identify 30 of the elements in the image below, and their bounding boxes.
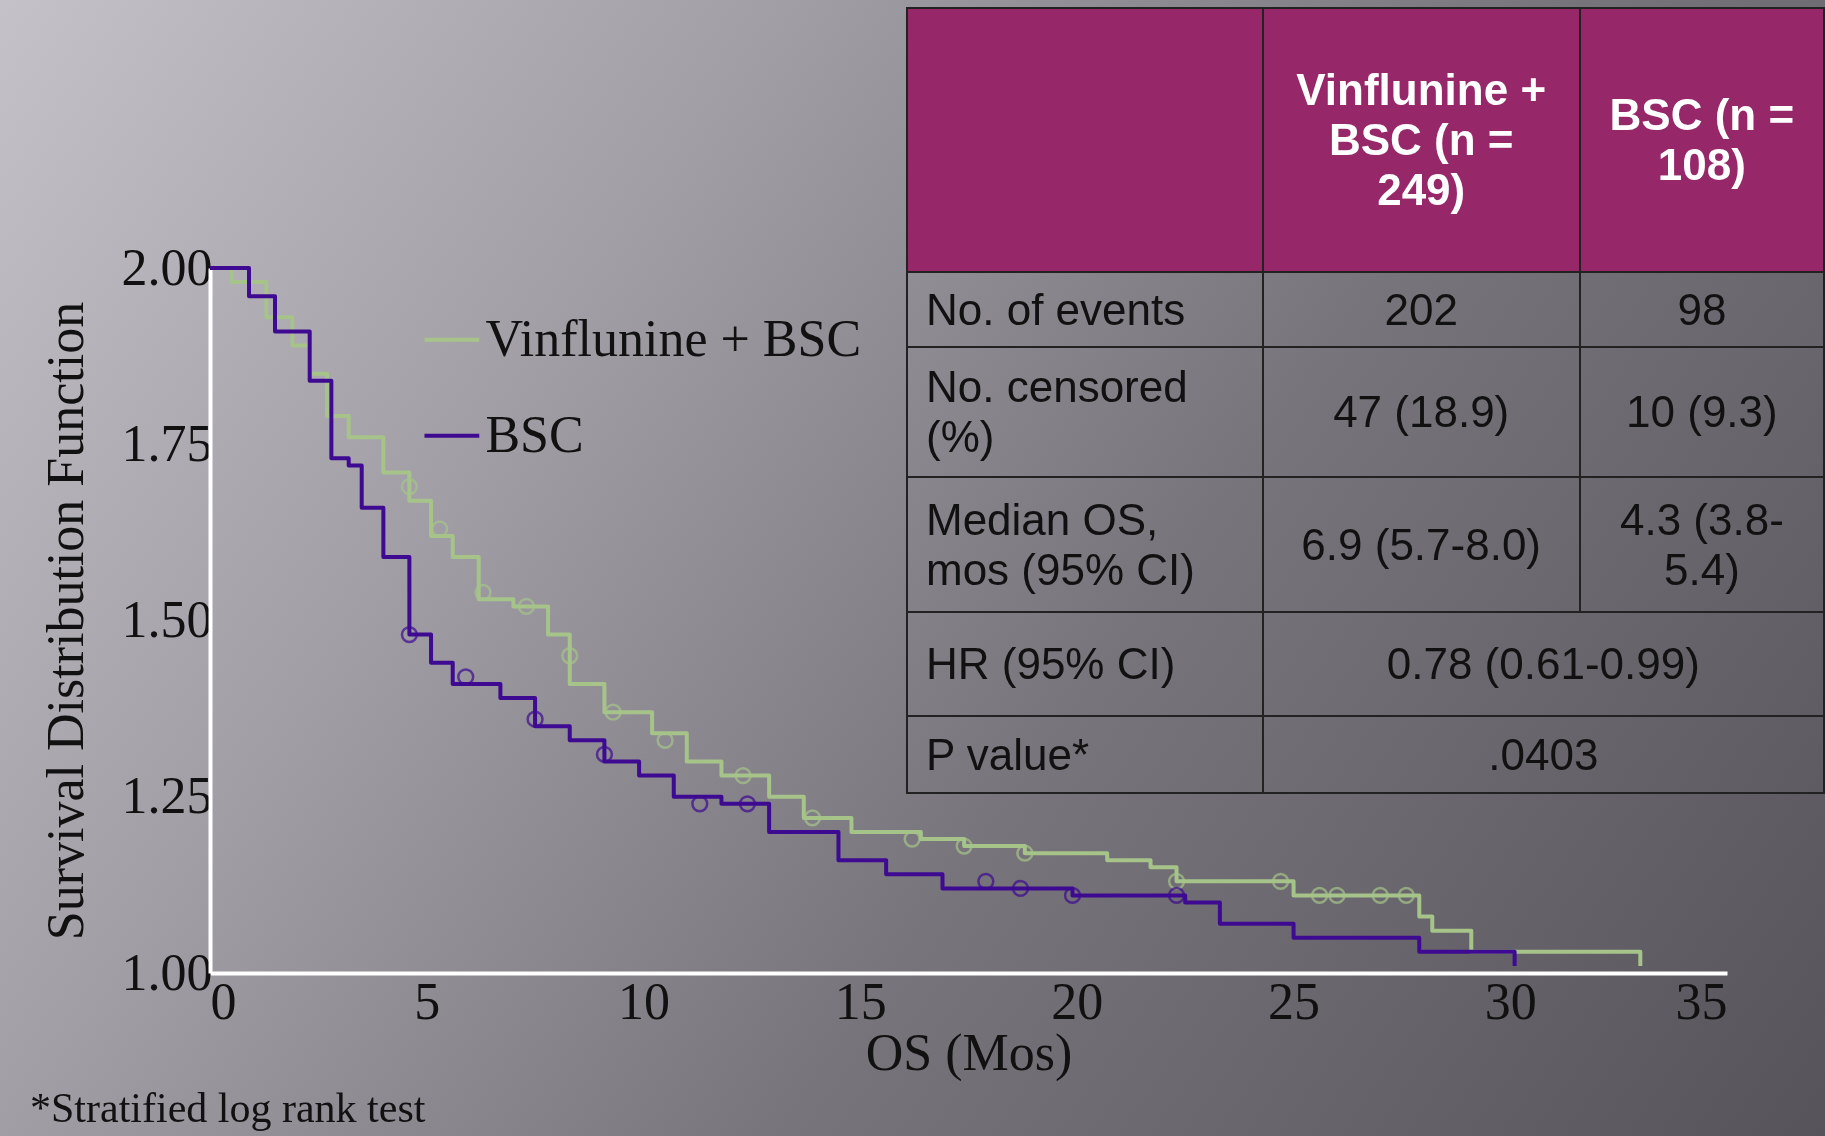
y-tick-label: 2.00 (121, 238, 213, 296)
x-tick-label: 25 (1268, 972, 1321, 1030)
annotation: .0403 (1262, 716, 1824, 793)
x-tick-label: 35 (1675, 972, 1728, 1030)
text: BSC (n = 108) (1579, 8, 1824, 272)
annotation: 98 (1579, 272, 1824, 347)
annotation: 202 (1262, 272, 1580, 347)
y-tick-label: 1.25 (121, 767, 213, 825)
legend-label: Vinflunine + BSC (485, 309, 862, 367)
annotation: 10 (9.3) (1579, 347, 1824, 477)
annotation: 0.78 (0.61-0.99) (1262, 612, 1824, 716)
annotation: Median OS, mos (95% CI) (907, 477, 1263, 612)
text: Vinflunine + BSC (n = 249) (1262, 8, 1580, 272)
y-tick-label: 1.75 (121, 414, 213, 472)
y-tick-label: 1.00 (121, 943, 213, 1001)
annotation: P value* (907, 716, 1263, 793)
annotation: No. of events (907, 272, 1263, 347)
annotation: 6.9 (5.7-8.0) (1262, 477, 1580, 612)
text: *Stratified log rank test (30, 1084, 426, 1132)
annotation: 47 (18.9) (1262, 347, 1580, 477)
legend-label: BSC (485, 405, 584, 463)
y-axis-title: Survival Distribution Function (36, 301, 94, 941)
y-tick-label: 1.50 (121, 591, 213, 648)
annotation: HR (95% CI) (907, 612, 1263, 716)
x-tick-label: 10 (617, 972, 670, 1030)
annotation: 4.3 (3.8-5.4) (1579, 477, 1824, 612)
x-tick-label: 5 (414, 972, 441, 1030)
x-tick-label: 0 (210, 972, 237, 1030)
x-tick-label: 30 (1484, 972, 1537, 1030)
annotation: No. censored (%) (907, 347, 1263, 477)
